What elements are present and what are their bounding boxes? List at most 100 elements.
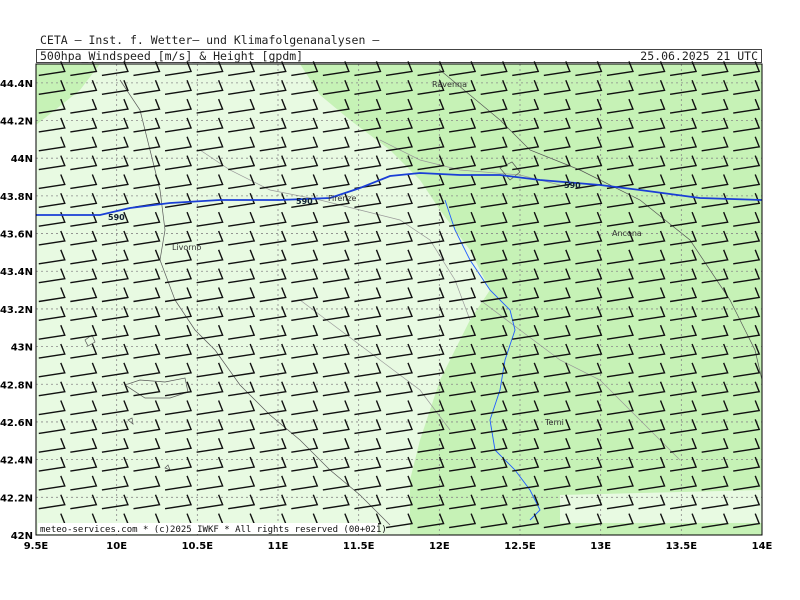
wind-barb: [701, 343, 729, 359]
wind-barb: [512, 306, 540, 322]
wind-barb: [164, 211, 193, 227]
wind-barb: [417, 475, 445, 491]
wind-barb: [701, 174, 729, 190]
wind-barb: [259, 117, 287, 133]
wind-barb: [354, 136, 382, 152]
wind-barb: [575, 343, 603, 359]
wind-barb: [417, 456, 445, 472]
wind-barb: [512, 117, 540, 133]
wind-barb: [196, 494, 224, 510]
wind-barb: [543, 324, 571, 340]
longitude-label: 13.5E: [666, 541, 698, 552]
latitude-label: 42.2N: [0, 493, 33, 504]
wind-barb: [512, 494, 540, 510]
contour-label-3: 590: [564, 181, 581, 190]
wind-barb: [259, 230, 287, 246]
wind-barb: [196, 61, 224, 77]
longitude-label: 11E: [268, 541, 289, 552]
wind-barb: [38, 400, 66, 416]
wind-barb: [38, 80, 66, 95]
wind-barb: [228, 230, 256, 246]
wind-barb: [291, 343, 319, 359]
wind-barb: [291, 117, 319, 133]
wind-barb: [164, 494, 193, 510]
wind-barb: [228, 343, 256, 359]
wind-barb: [449, 475, 477, 491]
wind-barb: [164, 343, 193, 359]
wind-barb: [164, 324, 193, 340]
wind-barb: [638, 193, 666, 208]
wind-barb: [733, 306, 761, 322]
wind-barb: [164, 437, 193, 453]
longitude-label: 10.5E: [182, 541, 214, 552]
wind-barb: [164, 306, 193, 322]
wind-barb: [575, 494, 603, 510]
wind-barb: [38, 268, 66, 284]
wind-barb: [480, 381, 508, 397]
wind-barb: [164, 381, 193, 397]
map-title-bar: 500hpa_Windspeed_[m/s]_&_Height_[gpdm] 2…: [36, 49, 762, 63]
wind-barb: [38, 193, 66, 208]
wind-barb: [543, 230, 571, 246]
wind-barb: [733, 362, 761, 378]
wind-barb: [38, 155, 66, 171]
wind-barb: [133, 80, 161, 95]
wind-barb: [669, 324, 698, 340]
latitude-label: 42N: [11, 531, 33, 542]
latitude-label: 43N: [11, 343, 33, 354]
wind-barb: [291, 174, 319, 190]
wind-barb: [638, 494, 666, 510]
wind-barb: [322, 61, 350, 77]
wind-barb: [354, 494, 382, 510]
wind-barb: [512, 174, 540, 190]
wind-barb: [575, 475, 603, 491]
wind-barb: [70, 80, 98, 95]
wind-barb: [385, 117, 413, 133]
wind-barb: [101, 211, 129, 227]
longitude-label: 13E: [590, 541, 611, 552]
wind-barb: [196, 306, 224, 322]
wind-barb: [259, 136, 287, 152]
wind-barb: [322, 287, 350, 303]
wind-barb: [259, 98, 287, 114]
wind-barb: [291, 61, 319, 77]
longitude-label: 12.5E: [504, 541, 536, 552]
wind-barb: [164, 268, 193, 284]
wind-barb: [638, 155, 666, 171]
wind-barb: [259, 174, 287, 190]
wind-barb: [133, 475, 161, 491]
wind-barb: [133, 136, 161, 152]
wind-barb: [385, 136, 413, 152]
wind-barb: [228, 456, 256, 472]
wind-barb: [638, 287, 666, 303]
wind-barb: [322, 249, 350, 265]
wind-barb: [196, 287, 224, 303]
longitude-labels: 9.5E 10E 10.5E 11E 11.5E 12E 12.5E 13E 13.5E 14E: [24, 541, 773, 552]
wind-barb: [638, 98, 666, 114]
wind-barb: [322, 193, 350, 208]
wind-barb: [164, 419, 193, 435]
wind-barb: [196, 80, 224, 95]
wind-barb: [101, 343, 129, 359]
wind-barb: [638, 174, 666, 190]
wind-barb: [70, 136, 98, 152]
wind-barb: [480, 174, 508, 190]
wind-barb: [733, 80, 761, 95]
wind-barb: [512, 400, 540, 416]
wind-barb: [638, 419, 666, 435]
wind-barb: [575, 437, 603, 453]
longitude-label: 12E: [429, 541, 450, 552]
wind-barb: [669, 211, 698, 227]
wind-barb: [70, 324, 98, 340]
wind-barb: [480, 287, 508, 303]
wind-barb: [196, 437, 224, 453]
wind-barb: [70, 61, 98, 77]
wind-barb: [733, 419, 761, 435]
wind-barb: [38, 249, 66, 265]
wind-barb: [133, 400, 161, 416]
wind-barb: [575, 381, 603, 397]
latitude-label: 43.8N: [0, 192, 33, 203]
wind-barb: [322, 306, 350, 322]
wind-barb: [701, 419, 729, 435]
city-firenze: Firenze: [328, 194, 357, 203]
